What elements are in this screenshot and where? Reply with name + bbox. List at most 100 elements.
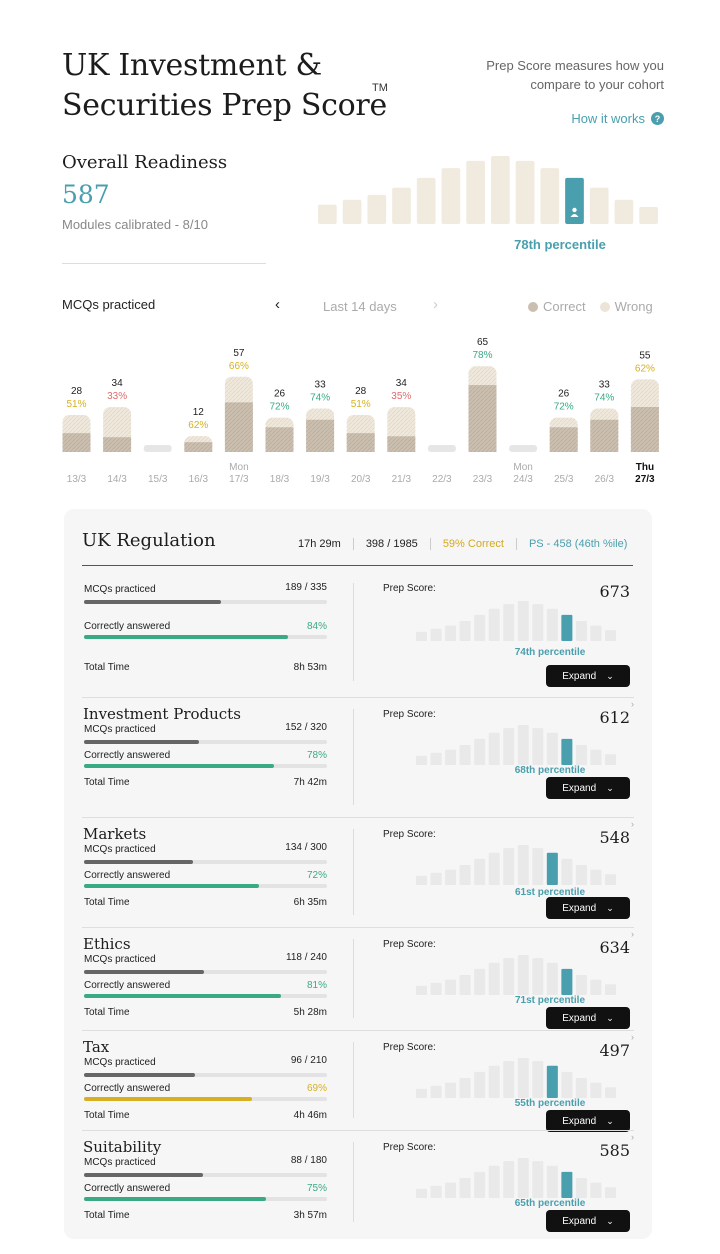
expand-button[interactable]: Expand ⌄	[546, 777, 630, 799]
chevron-right-icon[interactable]: ›	[631, 699, 634, 709]
distribution-bar	[416, 177, 436, 224]
module-bar	[416, 875, 428, 885]
mcq-bar-percent: 74%	[594, 392, 614, 403]
user-icon-body	[570, 214, 579, 217]
module-bar	[488, 962, 500, 995]
distribution-bar	[342, 199, 362, 224]
module-bar	[445, 749, 457, 765]
tagline: Prep Score measures how you compare to y…	[486, 58, 664, 92]
column-divider	[353, 939, 354, 1018]
distribution-bar	[515, 160, 535, 224]
module-bar	[430, 1085, 442, 1098]
distribution-bar	[589, 187, 609, 224]
expand-label: Expand	[562, 902, 597, 914]
module-name: Suitability	[83, 1138, 162, 1156]
module-bar	[604, 1187, 616, 1198]
modules-calibrated: Modules calibrated - 8/10	[62, 217, 208, 232]
overall-score: 587	[62, 180, 110, 209]
expand-button[interactable]: Expand ⌄	[546, 1210, 630, 1232]
module-bar-user	[561, 738, 573, 765]
correct-progress-bar	[84, 1197, 327, 1201]
summary-questions: 398 / 1985	[354, 538, 431, 550]
mcq-bar-correct	[184, 442, 213, 452]
chevron-down-icon: ⌄	[606, 782, 614, 793]
module-name: Investment Products	[83, 705, 241, 723]
correctly-answered-label: Correctly answered	[84, 870, 171, 881]
module-bar	[532, 604, 544, 641]
module-bar	[517, 955, 529, 995]
prep-score-label: Prep Score:	[383, 1042, 436, 1053]
expand-button[interactable]: Expand ⌄	[546, 1110, 630, 1132]
module-bar	[590, 869, 602, 885]
correct-progress-fill	[84, 1097, 252, 1101]
chevron-right-icon[interactable]: ›	[631, 929, 634, 939]
mcq-bar-total: 28	[355, 386, 367, 397]
module-bar	[604, 754, 616, 765]
mcq-tick-date: 25/3	[554, 474, 574, 485]
module-bar	[430, 872, 442, 885]
mcq-tick-day: Mon	[513, 462, 532, 473]
divider	[82, 697, 634, 698]
expand-label: Expand	[562, 1115, 597, 1127]
mcqs-practiced-value: 118 / 240	[286, 952, 327, 963]
column-divider	[353, 583, 354, 681]
module-bar	[575, 621, 587, 641]
module-bar	[604, 1087, 616, 1098]
module-bar	[488, 1165, 500, 1198]
module-bar	[474, 858, 486, 885]
correctly-answered-value: 84%	[306, 621, 327, 632]
mcq-tick-date: 14/3	[107, 474, 127, 485]
legend-wrong-swatch	[599, 302, 610, 312]
module-bar	[416, 1188, 428, 1198]
prep-score-label: Prep Score:	[383, 829, 436, 840]
mcq-tick-date: 16/3	[189, 474, 209, 485]
column-divider	[353, 709, 354, 805]
chevron-right-icon[interactable]: ›	[433, 296, 438, 313]
prep-score-value: 634	[599, 938, 630, 957]
module-bar	[590, 1082, 602, 1098]
module-bar	[503, 1061, 515, 1098]
chevron-right-icon[interactable]: ›	[631, 1132, 634, 1142]
summary-prep-score: PS - 458 (46th %ile)	[528, 538, 628, 550]
module-row: MCQs practiced 189 / 335 Correctly answere…	[82, 575, 634, 697]
module-name: Tax	[83, 1038, 110, 1056]
distribution-bar	[639, 207, 658, 224]
correctly-answered-value: 72%	[306, 870, 327, 881]
module-bar-user	[561, 968, 573, 995]
chevron-right-icon[interactable]: ›	[631, 819, 634, 829]
module-bar	[532, 728, 544, 765]
expand-button[interactable]: Expand ⌄	[546, 897, 630, 919]
modules-card-title: UK Regulation	[82, 530, 216, 551]
legend-wrong-label: Wrong	[614, 299, 653, 314]
mcq-bar-percent: 72%	[269, 402, 289, 413]
module-bar	[445, 625, 457, 641]
chevron-right-icon[interactable]: ›	[631, 1032, 634, 1042]
expand-button[interactable]: Expand ⌄	[546, 1007, 630, 1029]
module-bar	[459, 1078, 471, 1098]
module-bar	[459, 745, 471, 765]
total-time-value: 7h 42m	[293, 777, 327, 788]
divider	[82, 1130, 634, 1131]
mcqs-practiced-value: 134 / 300	[285, 842, 327, 853]
chevron-left-icon[interactable]: ‹	[275, 296, 280, 313]
module-bar	[575, 865, 587, 885]
date-range-label: Last 14 days	[323, 299, 397, 314]
prep-score-label: Prep Score:	[383, 939, 436, 950]
cohort-distribution-chart	[318, 156, 658, 224]
how-it-works-label: How it works	[571, 111, 645, 126]
module-percentile: 65th percentile	[514, 1198, 586, 1209]
module-bar-user	[546, 1065, 558, 1098]
mcq-tick-date: 26/3	[595, 474, 615, 485]
module-bar	[445, 1082, 457, 1098]
mcq-bar-correct	[590, 419, 619, 452]
module-bar	[488, 852, 500, 885]
mcqs-progress-bar	[84, 1173, 327, 1177]
correctly-answered-value: 69%	[306, 1083, 327, 1094]
expand-button[interactable]: Expand ⌄	[546, 665, 630, 687]
mcq-bar-percent: 62%	[635, 363, 655, 374]
mcqs-practiced-label: MCQs practiced	[84, 724, 156, 735]
correctly-answered-label: Correctly answered	[84, 750, 171, 761]
how-it-works-link[interactable]: How it works ?	[571, 111, 664, 126]
mcqs-progress-bar	[84, 1073, 327, 1077]
module-bar	[416, 755, 428, 765]
